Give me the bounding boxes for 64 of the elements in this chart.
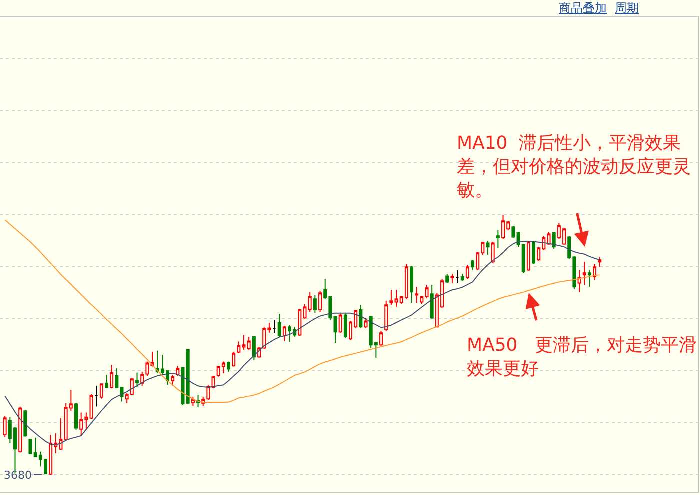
candlestick (227, 361, 231, 372)
candlestick (237, 341, 241, 354)
annotation: MA50 更滞后，对走势平滑效果更好 (467, 335, 697, 380)
candlestick (90, 394, 94, 420)
candlestick (380, 330, 384, 347)
candlestick (3, 416, 7, 438)
candlestick (272, 320, 276, 334)
candlestick (410, 266, 414, 304)
candlestick (532, 240, 536, 264)
candlestick (232, 351, 236, 368)
candlestick (430, 284, 434, 320)
candlestick (466, 264, 470, 280)
candlestick (588, 270, 592, 288)
candlestick (100, 384, 104, 400)
candlestick (425, 284, 429, 299)
candlestick (120, 386, 124, 402)
candlestick (552, 232, 556, 250)
candlestick (460, 274, 464, 282)
candlestick (146, 361, 150, 377)
candlestick (18, 406, 22, 454)
candlestick (578, 270, 582, 293)
text: 周期 (615, 1, 639, 15)
candlestick (105, 374, 108, 390)
candlestick (420, 296, 424, 305)
candlestick (140, 371, 144, 387)
candlestick (486, 240, 490, 256)
candlestick (338, 314, 342, 334)
candlestick (359, 304, 363, 329)
candlestick (313, 294, 317, 314)
candlestick (384, 300, 388, 332)
candlestick (136, 372, 139, 388)
candlestick (593, 263, 597, 281)
candlestick (24, 410, 28, 438)
candlestick (298, 308, 302, 337)
candlestick (450, 274, 454, 284)
candlestick (94, 386, 98, 408)
candlestick (176, 366, 180, 377)
candlestick (110, 364, 114, 390)
candlestick (318, 290, 322, 313)
candlestick (115, 368, 119, 390)
candlestick (456, 270, 460, 284)
candlestick (364, 318, 368, 329)
candlestick (446, 274, 450, 284)
candlestick (415, 286, 419, 304)
candlestick (344, 314, 348, 339)
annotation: 3680 (4, 469, 32, 482)
candlestick (582, 262, 586, 286)
candlestick (191, 396, 195, 407)
candlestick (471, 260, 475, 271)
candlestick (512, 226, 516, 238)
candlestick (334, 315, 338, 344)
candlestick (496, 230, 500, 249)
candlestick (598, 256, 602, 268)
candlestick (252, 336, 256, 361)
candlestick (74, 402, 78, 431)
candlestick (390, 289, 394, 306)
candlestick (278, 314, 282, 338)
candlestick (171, 374, 175, 386)
candlestick (526, 240, 530, 272)
candlestick (282, 326, 286, 342)
text: 商品叠加 (559, 1, 607, 15)
candlestick (491, 242, 495, 264)
candlestick (212, 376, 216, 390)
text: MA10 滞后性小，平滑效果差，但对价格的波动反应更灵敏。 (457, 133, 691, 201)
